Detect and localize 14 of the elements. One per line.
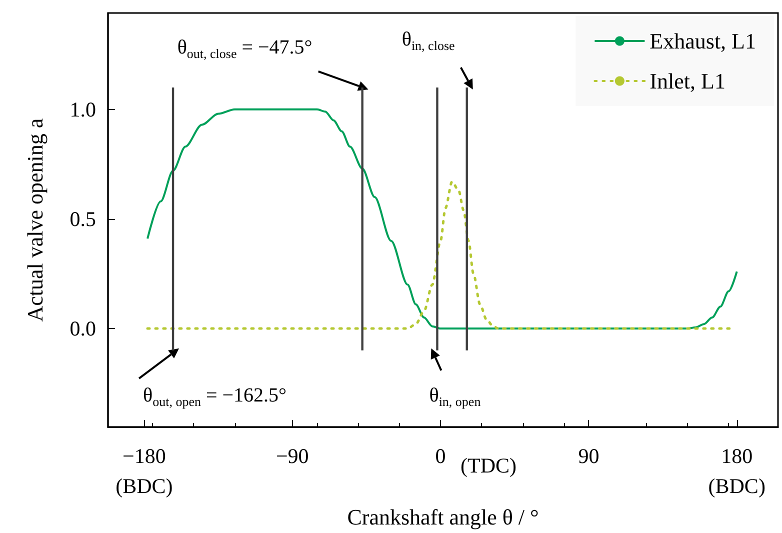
x-tick-label: −90: [276, 444, 309, 468]
line-series: [146, 108, 738, 330]
legend-label: Inlet, L1: [650, 68, 726, 94]
text: (TDC): [460, 454, 517, 478]
y-tick-label: 0.5: [70, 206, 96, 231]
y-axis-title: Actual valve opening a: [22, 118, 48, 322]
y-tick-label: 0.0: [70, 316, 96, 341]
x-tick-label: −180 (BDC): [116, 444, 173, 498]
x-tick-label: 0: [435, 444, 446, 468]
x-tick-label: 90: [578, 444, 600, 468]
legend-label: Exhaust, L1: [650, 28, 756, 54]
x-tick-label: 180 (BDC): [708, 444, 766, 498]
x-axis-title: Crankshaft angle θ / °: [347, 504, 539, 530]
y-tick-label: 1.0: [70, 97, 96, 122]
